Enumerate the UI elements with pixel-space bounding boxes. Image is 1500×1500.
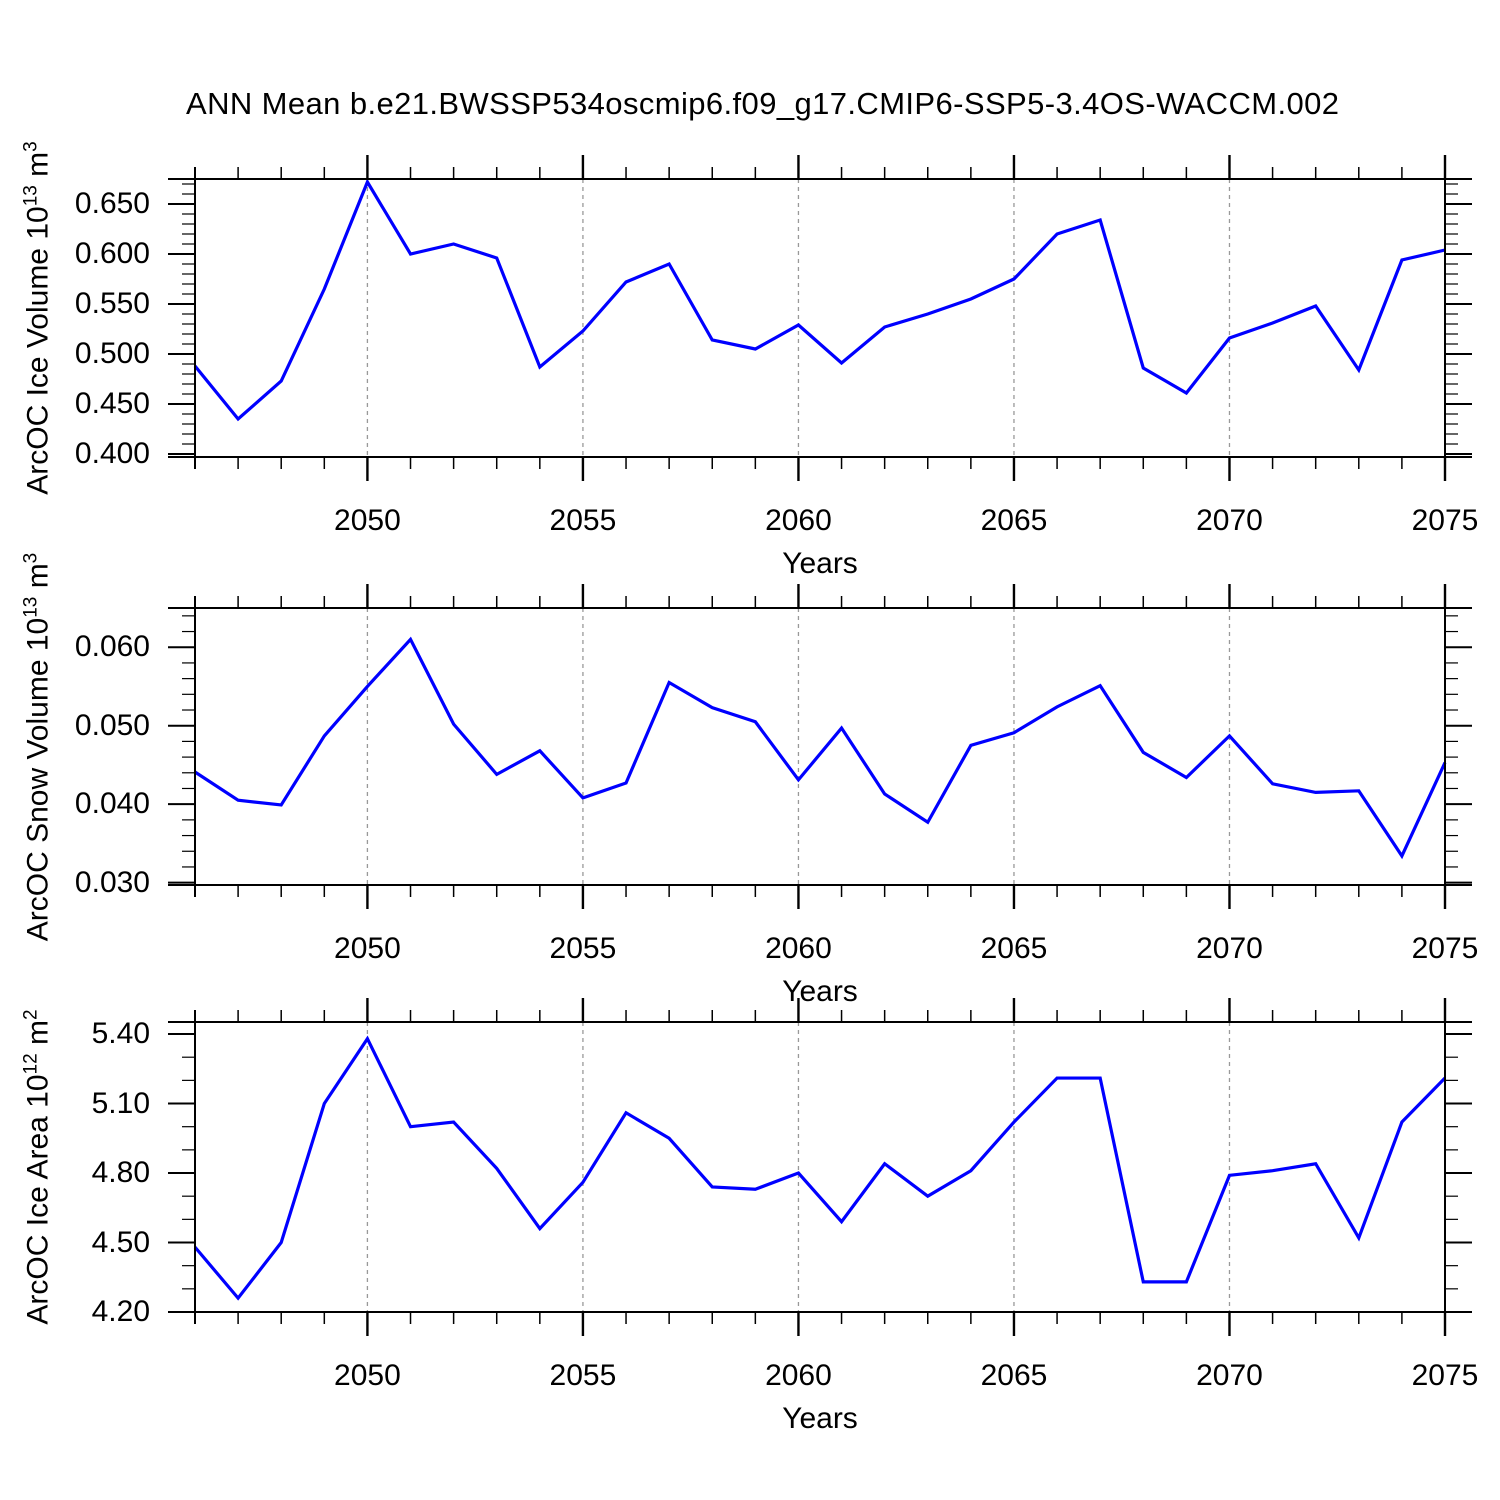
panel-ice-area: ArcOC Ice Area 1012 m2 Years 4.20 4.50 4.8… bbox=[21, 998, 1478, 1434]
data-line-arcoc-ice-volume bbox=[193, 178, 1446, 422]
x-tick-label: 2070 bbox=[1196, 504, 1263, 537]
x-axis-title: Years bbox=[782, 1402, 858, 1435]
y-tick-label: 0.060 bbox=[74, 630, 150, 664]
y-tick-label: 0.550 bbox=[74, 287, 150, 320]
y-tick-label: 0.600 bbox=[74, 237, 150, 270]
x-tick-label: 2055 bbox=[549, 932, 617, 965]
y-tick-label: 5.10 bbox=[91, 1086, 150, 1120]
y-tick-label: 0.050 bbox=[74, 708, 150, 742]
x-tick-label: 2050 bbox=[334, 932, 401, 965]
y-tick-label: 4.20 bbox=[91, 1295, 150, 1328]
x-tick-label: 2070 bbox=[1196, 1359, 1263, 1392]
x-tick-label: 2075 bbox=[1411, 504, 1479, 537]
x-tick-label: 2060 bbox=[765, 504, 832, 537]
x-tick-label: 2050 bbox=[334, 1359, 401, 1392]
x-tick-label: 2065 bbox=[980, 504, 1048, 537]
y-axis-title-unit-exponent: 3 bbox=[20, 552, 42, 563]
x-tick-label: 2070 bbox=[1196, 932, 1263, 965]
y-tick-label: 0.500 bbox=[74, 337, 150, 370]
plot-area-ice-volume bbox=[168, 155, 1472, 481]
x-axis-title: Years bbox=[782, 547, 858, 580]
x-tick-label: 2060 bbox=[765, 932, 832, 965]
y-tick-label: 0.040 bbox=[74, 787, 150, 821]
data-line-arcoc-ice-area bbox=[193, 1035, 1447, 1301]
y-tick-label: 0.450 bbox=[74, 387, 150, 420]
y-tick-label: 5.40 bbox=[91, 1017, 150, 1051]
y-tick-label: 0.650 bbox=[74, 187, 150, 220]
data-line-arcoc-snow-volume bbox=[194, 636, 1447, 860]
x-tick-label: 2060 bbox=[765, 1359, 832, 1392]
panel-snow-volume: ArcOC Snow Volume 1013 m3 Years 0.030 0.0… bbox=[21, 552, 1479, 1006]
x-tick-label: 2050 bbox=[334, 504, 401, 537]
x-tick-label: 2065 bbox=[980, 932, 1048, 965]
y-axis-title-exponent: 13 bbox=[20, 596, 42, 618]
y-axis-title-unit: m bbox=[21, 562, 55, 597]
x-tick-label: 2055 bbox=[549, 504, 617, 537]
x-tick-label: 2075 bbox=[1411, 1359, 1479, 1392]
x-tick-label: 2065 bbox=[980, 1359, 1048, 1392]
y-tick-label: 4.80 bbox=[91, 1156, 150, 1190]
y-axis-title-exponent: 12 bbox=[20, 1053, 42, 1075]
x-tick-label: 2055 bbox=[549, 1359, 617, 1392]
y-tick-label: 0.030 bbox=[74, 865, 150, 899]
x-axis-title: Years bbox=[782, 975, 858, 1008]
y-axis-title-unit-exponent: 3 bbox=[20, 141, 42, 152]
y-axis-title-unit: m bbox=[21, 151, 55, 186]
plot-area-snow-volume bbox=[168, 584, 1472, 909]
x-tick-label: 2075 bbox=[1411, 932, 1479, 965]
chart-title: ANN Mean b.e21.BWSSP534oscmip6.f09_g17.C… bbox=[186, 86, 1340, 121]
y-tick-label: 0.400 bbox=[74, 437, 150, 470]
y-tick-label: 4.50 bbox=[91, 1225, 150, 1259]
panel-ice-volume: ArcOC Ice Volume 1013 m3 Years 0.400 0.45… bbox=[21, 141, 1479, 578]
plot-area-ice-area bbox=[168, 998, 1472, 1336]
